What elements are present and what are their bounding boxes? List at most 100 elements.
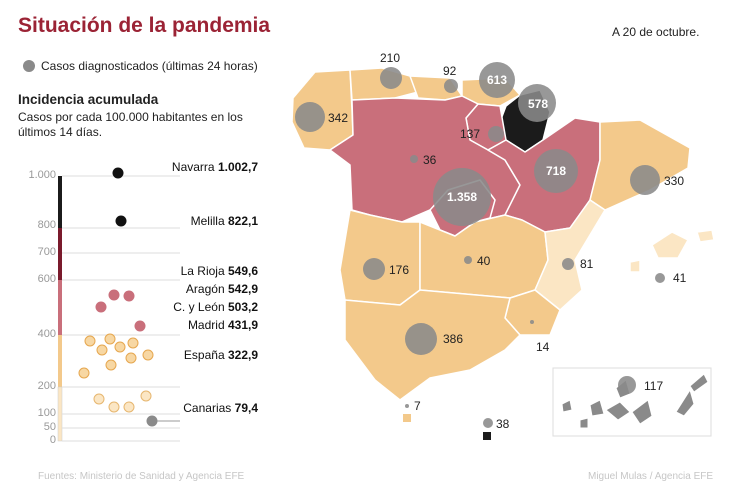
axis-tick: 400	[37, 328, 56, 340]
cases-circle-castilla-mancha	[464, 256, 472, 264]
axis-tick: 100	[37, 407, 56, 419]
cases-circle-pais-vasco	[479, 62, 515, 98]
canarias-inset-frame	[552, 367, 712, 437]
axis-tick: 200	[37, 380, 56, 392]
sources: Fuentes: Ministerio de Sanidad y Agencia…	[38, 471, 245, 482]
scale-segment-mid	[58, 280, 62, 335]
cases-circle-la-rioja	[488, 126, 504, 142]
dot-espana	[142, 349, 154, 361]
region-baleares-menorca	[696, 229, 715, 243]
scale-segment-top	[58, 176, 62, 228]
rank-label-canarias: Canarias 79,4	[183, 401, 258, 415]
dot-region	[105, 359, 117, 371]
cases-label-navarra: 578	[528, 97, 548, 111]
cases-label-pais-vasco: 613	[487, 73, 507, 87]
dot-region	[123, 401, 135, 413]
legend-circle-icon	[23, 60, 35, 72]
cases-label-andalucia: 386	[443, 332, 463, 346]
scale-segment-high	[58, 228, 62, 280]
rank-label-cyl: C. y León 503,2	[173, 300, 258, 314]
cases-circle-murcia	[530, 320, 534, 324]
cases-circle-aragon	[534, 149, 578, 193]
region-valenciana	[534, 199, 606, 311]
region-extremadura	[339, 209, 421, 306]
dot-melilla	[115, 215, 127, 227]
axis-tick: 600	[37, 273, 56, 285]
rank-label-navarra: Navarra 1.002,7	[171, 160, 258, 174]
axis-tick: 800	[37, 219, 56, 231]
island	[631, 399, 653, 425]
scale-segment-low	[58, 335, 62, 387]
region-baleares-ibiza	[629, 259, 641, 273]
region-ceuta	[403, 414, 411, 422]
credit: Miguel Mulas / Agencia EFE	[588, 471, 714, 482]
dot-region	[93, 393, 105, 405]
dot-canarias	[146, 415, 158, 427]
cases-circle-asturias	[380, 67, 402, 89]
cases-circle-andalucia	[405, 323, 437, 355]
cases-circle-melilla	[483, 418, 493, 428]
cases-label-canarias: 117	[644, 379, 663, 393]
cases-circle-navarra	[518, 84, 556, 122]
cases-label-asturias: 210	[380, 51, 400, 65]
rank-label-espana: España 322,9	[183, 348, 258, 362]
cases-circle-ceuta	[405, 404, 409, 408]
dot-region	[84, 335, 96, 347]
cases-label-cantabria: 92	[443, 64, 457, 78]
cases-circle-valenciana	[562, 258, 574, 270]
cases-circle-cantabria	[444, 79, 458, 93]
incidence-subtitle: Casos por cada 100.000 habitantes en los…	[18, 110, 243, 139]
island	[561, 399, 573, 413]
dot-madrid	[134, 320, 146, 332]
cases-circle-cataluna	[630, 165, 660, 195]
dot-aragon	[123, 290, 135, 302]
dot-cyl	[95, 301, 107, 313]
dot-region	[78, 367, 90, 379]
dot-region	[108, 401, 120, 413]
axis-tick: 0	[49, 434, 56, 446]
cases-label-la-rioja: 137	[460, 127, 480, 141]
dot-la-rioja	[108, 289, 120, 301]
cases-label-murcia: 14	[536, 340, 550, 354]
cases-circle-galicia	[295, 102, 325, 132]
rank-label-la-rioja: La Rioja 549,6	[180, 264, 258, 278]
cases-label-extremadura: 176	[389, 263, 409, 277]
cases-label-galicia: 342	[328, 111, 348, 125]
rank-label-aragon: Aragón 542,9	[185, 282, 258, 296]
date-label: A 20 de octubre.	[612, 25, 700, 39]
axis-tick: 1.000	[28, 169, 56, 181]
axis-tick: 700	[37, 246, 56, 258]
cases-circle-extremadura	[363, 258, 385, 280]
dot-region	[140, 390, 152, 402]
dot-region	[125, 352, 137, 364]
island	[689, 373, 709, 393]
cases-circle-castilla-leon	[410, 155, 418, 163]
dot-region	[104, 333, 116, 345]
page-title: Situación de la pandemia	[18, 14, 271, 37]
cases-label-castilla-leon: 36	[423, 153, 437, 167]
region-baleares-mallorca	[651, 231, 689, 259]
region-melilla	[483, 432, 491, 440]
cases-circle-canarias	[618, 376, 636, 394]
rank-label-melilla: Melilla 822,1	[190, 214, 258, 228]
island	[605, 401, 631, 421]
island	[579, 417, 589, 429]
cases-label-ceuta: 7	[414, 399, 421, 413]
cases-label-cataluna: 330	[664, 174, 684, 188]
cases-circle-baleares	[655, 273, 665, 283]
cases-label-madrid: 1.358	[447, 190, 477, 204]
incidence-title: Incidencia acumulada	[18, 92, 159, 107]
island	[675, 388, 695, 417]
legend-label: Casos diagnosticados (últimas 24 horas)	[41, 59, 258, 73]
dot-region	[114, 341, 126, 353]
cases-label-aragon: 718	[546, 164, 566, 178]
dot-region	[127, 337, 139, 349]
dot-region	[96, 344, 108, 356]
axis-tick: 50	[43, 421, 56, 433]
rank-label-madrid: Madrid 431,9	[187, 318, 258, 332]
island	[589, 399, 605, 417]
dot-navarra	[112, 167, 124, 179]
cases-circle-madrid	[433, 168, 491, 226]
